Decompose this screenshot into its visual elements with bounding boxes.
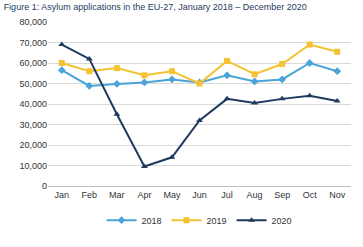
svg-text:Jun: Jun (192, 190, 207, 200)
svg-text:Figure 1: Asylum applications: Figure 1: Asylum applications in the EU-… (4, 2, 307, 12)
svg-text:2018: 2018 (142, 216, 162, 226)
svg-text:Jul: Jul (221, 190, 233, 200)
svg-text:2020: 2020 (272, 216, 292, 226)
svg-text:May: May (163, 190, 181, 200)
svg-text:10,000: 10,000 (19, 161, 47, 171)
svg-text:60,000: 60,000 (19, 58, 47, 68)
svg-text:30,000: 30,000 (19, 120, 47, 130)
svg-text:Sep: Sep (274, 190, 290, 200)
svg-text:2019: 2019 (207, 216, 227, 226)
svg-text:Jan: Jan (55, 190, 70, 200)
svg-text:80,000: 80,000 (19, 17, 47, 27)
svg-text:Mar: Mar (109, 190, 125, 200)
svg-text:20,000: 20,000 (19, 140, 47, 150)
svg-text:Oct: Oct (303, 190, 318, 200)
svg-text:50,000: 50,000 (19, 79, 47, 89)
svg-text:Apr: Apr (137, 190, 151, 200)
svg-text:40,000: 40,000 (19, 99, 47, 109)
svg-text:Aug: Aug (247, 190, 263, 200)
svg-text:0: 0 (42, 181, 47, 191)
svg-text:Feb: Feb (82, 190, 98, 200)
svg-text:70,000: 70,000 (19, 38, 47, 48)
svg-text:Nov: Nov (329, 190, 346, 200)
